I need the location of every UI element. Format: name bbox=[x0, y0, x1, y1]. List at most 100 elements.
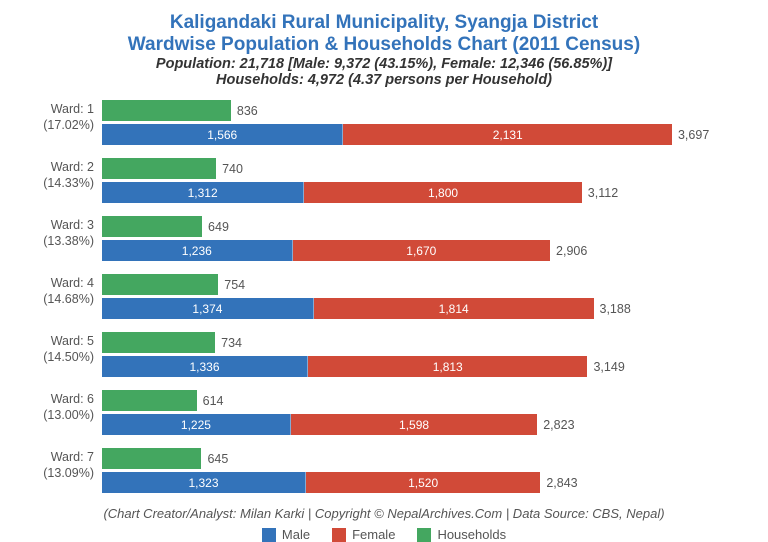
ward-group: Ward: 7(13.09%)6451,3231,5202,843 bbox=[30, 448, 718, 496]
population-bar-row: 1,336 1,813 3,149 bbox=[102, 356, 718, 377]
households-bar-row: 836 bbox=[102, 100, 718, 121]
female-value: 2,131 bbox=[493, 128, 523, 142]
male-bar: 1,566 bbox=[102, 124, 343, 145]
legend-label-male: Male bbox=[282, 527, 310, 542]
total-value: 3,188 bbox=[600, 302, 631, 316]
ward-bars: 7541,374 1,814 3,188 bbox=[102, 274, 718, 322]
female-bar: 1,800 bbox=[304, 182, 582, 203]
chart-area: Ward: 1(17.02%)8361,5662,1313,697Ward: 2… bbox=[20, 94, 748, 496]
female-bar: 1,598 bbox=[291, 414, 537, 435]
ward-bars: 6451,3231,5202,843 bbox=[102, 448, 718, 496]
ward-pct: (14.33%) bbox=[30, 176, 94, 192]
ward-name: Ward: 5 bbox=[30, 334, 94, 350]
total-value: 2,906 bbox=[556, 244, 587, 258]
female-value: 1,598 bbox=[399, 418, 429, 432]
summary-line1: Population: 21,718 [Male: 9,372 (43.15%)… bbox=[20, 56, 748, 72]
male-value: 1,236 bbox=[182, 244, 212, 258]
ward-group: Ward: 5(14.50%)7341,3361,8133,149 bbox=[30, 332, 718, 380]
households-value: 740 bbox=[222, 162, 243, 176]
ward-group: Ward: 1(17.02%)8361,5662,1313,697 bbox=[30, 100, 718, 148]
summary-line2: Households: 4,972 (4.37 persons per Hous… bbox=[20, 72, 748, 88]
population-bar-row: 1,374 1,814 3,188 bbox=[102, 298, 718, 319]
legend-item-female: Female bbox=[332, 527, 395, 542]
ward-pct: (17.02%) bbox=[30, 118, 94, 134]
households-value: 836 bbox=[237, 104, 258, 118]
total-value: 3,112 bbox=[588, 186, 618, 200]
ward-label: Ward: 6(13.00%) bbox=[30, 390, 102, 423]
ward-name: Ward: 2 bbox=[30, 160, 94, 176]
male-value: 1,336 bbox=[189, 360, 219, 374]
ward-bars: 8361,5662,1313,697 bbox=[102, 100, 718, 148]
male-bar: 1,336 bbox=[102, 356, 308, 377]
households-bar bbox=[102, 274, 218, 295]
population-bar-row: 1,236 1,670 2,906 bbox=[102, 240, 718, 261]
ward-label: Ward: 1(17.02%) bbox=[30, 100, 102, 133]
title-block: Kaligandaki Rural Municipality, Syangja … bbox=[20, 12, 748, 88]
female-bar: 1,520 bbox=[306, 472, 540, 493]
households-bar-row: 614 bbox=[102, 390, 718, 411]
male-value: 1,225 bbox=[181, 418, 211, 432]
ward-bars: 649 1,236 1,670 2,906 bbox=[102, 216, 718, 264]
ward-name: Ward: 7 bbox=[30, 450, 94, 466]
households-value: 649 bbox=[208, 220, 229, 234]
ward-label: Ward: 5(14.50%) bbox=[30, 332, 102, 365]
ward-group: Ward: 3(13.38%) 649 1,236 1,670 2,906 bbox=[30, 216, 718, 264]
ward-name: Ward: 1 bbox=[30, 102, 94, 118]
female-bar: 1,813 bbox=[308, 356, 588, 377]
ward-group: Ward: 6(13.00%) 614 1,225 1,598 2,823 bbox=[30, 390, 718, 438]
ward-pct: (14.68%) bbox=[30, 292, 94, 308]
female-bar: 2,131 bbox=[343, 124, 672, 145]
ward-pct: (13.09%) bbox=[30, 466, 94, 482]
ward-bars: 734 1,336 1,813 3,149 bbox=[102, 332, 718, 380]
legend-swatch-female bbox=[332, 528, 346, 542]
male-bar: 1,236 bbox=[102, 240, 293, 261]
legend-label-households: Households bbox=[437, 527, 506, 542]
households-bar bbox=[102, 216, 202, 237]
male-value: 1,566 bbox=[207, 128, 237, 142]
male-bar: 1,312 bbox=[102, 182, 304, 203]
legend-label-female: Female bbox=[352, 527, 395, 542]
ward-group: Ward: 4(14.68%) 7541,374 1,814 3,188 bbox=[30, 274, 718, 322]
ward-pct: (13.38%) bbox=[30, 234, 94, 250]
legend-swatch-male bbox=[262, 528, 276, 542]
households-bar bbox=[102, 390, 197, 411]
female-bar: 1,814 bbox=[314, 298, 594, 319]
ward-pct: (14.50%) bbox=[30, 350, 94, 366]
male-bar: 1,225 bbox=[102, 414, 291, 435]
households-bar bbox=[102, 100, 231, 121]
total-value: 3,149 bbox=[593, 360, 624, 374]
ward-label: Ward: 3(13.38%) bbox=[30, 216, 102, 249]
female-value: 1,670 bbox=[406, 244, 436, 258]
male-bar: 1,374 bbox=[102, 298, 314, 319]
legend-item-male: Male bbox=[262, 527, 310, 542]
male-bar: 1,323 bbox=[102, 472, 306, 493]
legend-swatch-households bbox=[417, 528, 431, 542]
population-bar-row: 1,3231,5202,843 bbox=[102, 472, 718, 493]
households-value: 754 bbox=[224, 278, 245, 292]
female-value: 1,800 bbox=[428, 186, 458, 200]
chart-title-line1: Kaligandaki Rural Municipality, Syangja … bbox=[20, 12, 748, 34]
households-bar-row: 649 bbox=[102, 216, 718, 237]
legend: Male Female Households bbox=[20, 527, 748, 542]
ward-name: Ward: 4 bbox=[30, 276, 94, 292]
households-value: 614 bbox=[203, 394, 224, 408]
population-bar-row: 1,312 1,800 3,112 bbox=[102, 182, 718, 203]
households-bar-row: 645 bbox=[102, 448, 718, 469]
ward-label: Ward: 2(14.33%) bbox=[30, 158, 102, 191]
ward-bars: 740 1,312 1,800 3,112 bbox=[102, 158, 718, 206]
female-value: 1,520 bbox=[408, 476, 438, 490]
female-value: 1,814 bbox=[439, 302, 469, 316]
male-value: 1,374 bbox=[192, 302, 222, 316]
chart-title-line2: Wardwise Population & Households Chart (… bbox=[20, 34, 748, 56]
chart-credit: (Chart Creator/Analyst: Milan Karki | Co… bbox=[20, 506, 748, 521]
total-value: 2,823 bbox=[543, 418, 574, 432]
male-value: 1,312 bbox=[188, 186, 218, 200]
households-bar-row: 734 bbox=[102, 332, 718, 353]
ward-name: Ward: 6 bbox=[30, 392, 94, 408]
households-bar bbox=[102, 332, 215, 353]
female-bar: 1,670 bbox=[293, 240, 550, 261]
female-value: 1,813 bbox=[433, 360, 463, 374]
ward-label: Ward: 4(14.68%) bbox=[30, 274, 102, 307]
households-value: 645 bbox=[207, 452, 228, 466]
population-bar-row: 1,225 1,598 2,823 bbox=[102, 414, 718, 435]
